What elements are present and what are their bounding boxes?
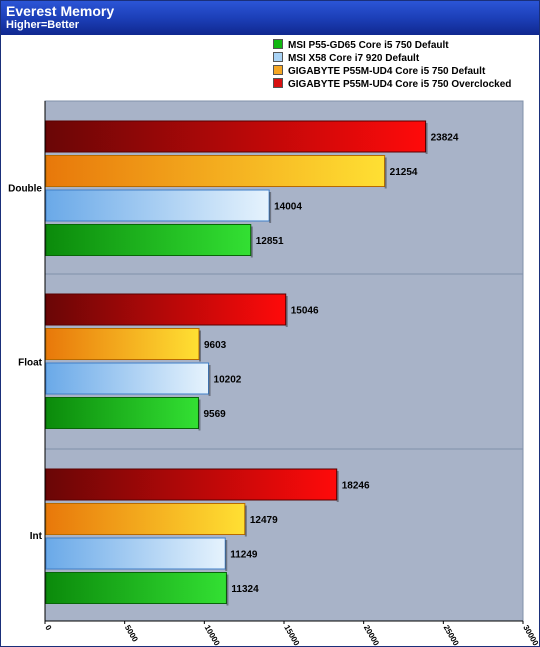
data-label-double-series-3: 23824 <box>431 133 459 144</box>
x-tick-label: 20000 <box>362 624 381 647</box>
x-tick-label: 15000 <box>282 624 301 647</box>
legend-swatch-red <box>273 78 283 88</box>
legend-label: GIGABYTE P55M-UD4 Core i5 750 Default <box>288 66 486 77</box>
legend-item: GIGABYTE P55M-UD4 Core i5 750 Overclocke… <box>273 78 511 91</box>
bar-shadow <box>285 296 288 327</box>
chart-header: Everest Memory Higher=Better <box>1 1 539 35</box>
data-label-float-series-0: 9569 <box>203 409 226 420</box>
x-tick-label: 10000 <box>203 624 222 647</box>
category-label-int: Int <box>30 531 43 542</box>
data-label-float-series-3: 15046 <box>291 306 319 317</box>
x-tick-label: 5000 <box>123 624 140 644</box>
bar-shadow <box>226 574 229 606</box>
legend-label: MSI P55-GD65 Core i5 750 Default <box>288 40 449 51</box>
bar-shadow <box>225 540 228 571</box>
x-tick-label: 0 <box>43 624 53 633</box>
bar-double-series-1 <box>45 189 270 222</box>
data-label-int-series-3: 18246 <box>342 481 370 492</box>
data-label-double-series-0: 12851 <box>256 236 284 247</box>
bar-shadow <box>336 471 339 502</box>
bar-float-series-0 <box>45 397 199 429</box>
bar-shadow <box>198 399 201 431</box>
bar-double-series-2 <box>45 155 386 187</box>
legend-swatch-lightblue <box>273 52 283 62</box>
bar-float-series-2 <box>45 328 200 360</box>
x-tick-label: 30000 <box>521 624 539 647</box>
bar-int-series-1 <box>45 537 226 570</box>
chart-legend: MSI P55-GD65 Core i5 750 Default MSI X58… <box>273 39 511 91</box>
chart-subtitle: Higher=Better <box>6 19 80 31</box>
data-label-int-series-0: 11324 <box>231 584 259 595</box>
category-label-float: Float <box>18 358 43 369</box>
bar-int-series-0 <box>45 572 227 604</box>
bar-double-series-3 <box>45 120 427 153</box>
data-label-double-series-2: 21254 <box>390 167 418 178</box>
legend-item: MSI X58 Core i7 920 Default <box>273 52 511 65</box>
bar-shadow <box>244 505 247 537</box>
chart-title: Everest Memory <box>6 3 115 19</box>
bar-shadow <box>269 192 272 223</box>
data-label-double-series-1: 14004 <box>274 202 302 213</box>
data-label-int-series-1: 11249 <box>230 550 258 561</box>
data-label-int-series-2: 12479 <box>250 515 278 526</box>
bar-shadow <box>199 330 202 362</box>
legend-item: GIGABYTE P55M-UD4 Core i5 750 Default <box>273 65 511 78</box>
legend-swatch-green <box>273 39 283 49</box>
bar-float-series-3 <box>45 293 287 326</box>
data-label-float-series-2: 9603 <box>204 340 227 351</box>
bar-float-series-1 <box>45 362 210 395</box>
legend-label: GIGABYTE P55M-UD4 Core i5 750 Overclocke… <box>288 79 512 90</box>
bar-shadow <box>208 365 211 396</box>
bar-shadow <box>425 123 428 154</box>
category-label-double: Double <box>8 184 42 195</box>
bar-int-series-3 <box>45 468 338 501</box>
data-label-float-series-1: 10202 <box>214 375 242 386</box>
x-tick-label: 25000 <box>442 624 461 647</box>
bar-shadow <box>384 157 387 189</box>
legend-label: MSI X58 Core i7 920 Default <box>288 53 420 64</box>
legend-item: MSI P55-GD65 Core i5 750 Default <box>273 39 511 52</box>
bar-double-series-0 <box>45 224 252 256</box>
bar-shadow <box>250 226 253 258</box>
legend-swatch-orange <box>273 65 283 75</box>
bar-int-series-2 <box>45 503 246 535</box>
